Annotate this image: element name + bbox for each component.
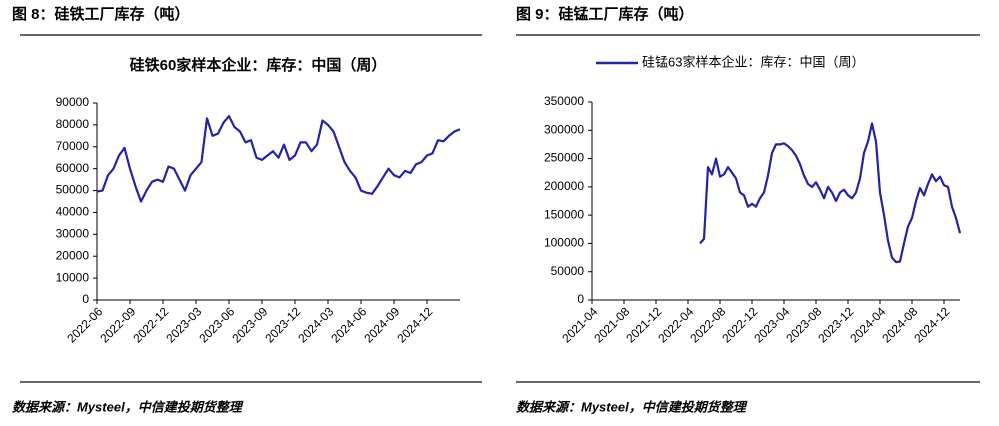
y-tick-label: 80000 bbox=[56, 117, 90, 131]
x-tick-label: 2022-12 bbox=[130, 304, 171, 345]
y-tick-label: 100000 bbox=[544, 236, 584, 250]
y-tick-label: 200000 bbox=[544, 179, 584, 193]
x-tick-label: 2024-06 bbox=[328, 304, 369, 345]
figure-caption: 图 9：硅锰工厂库存（吨） bbox=[516, 5, 694, 23]
x-tick-label: 2023-12 bbox=[262, 304, 303, 345]
y-tick-label: 50000 bbox=[551, 264, 585, 278]
y-tick-label: 40000 bbox=[56, 205, 90, 219]
y-tick-label: 250000 bbox=[544, 151, 584, 165]
source-note: 数据来源：Mysteel，中信建投期货整理 bbox=[516, 399, 748, 414]
x-tick-label: 2023-06 bbox=[196, 304, 237, 345]
x-tick-label: 2024-12 bbox=[394, 304, 435, 345]
y-tick-label: 0 bbox=[577, 292, 584, 306]
y-tick-label: 10000 bbox=[56, 270, 90, 284]
source-note: 数据来源：Mysteel，中信建投期货整理 bbox=[12, 399, 244, 414]
y-tick-label: 150000 bbox=[544, 207, 584, 221]
data-line bbox=[96, 115, 461, 203]
x-tick-label: 2024-03 bbox=[295, 304, 336, 345]
y-tick-label: 30000 bbox=[56, 227, 90, 241]
y-tick-label: 90000 bbox=[56, 95, 90, 109]
x-tick-label: 2024-12 bbox=[911, 304, 952, 345]
x-tick-label: 2023-09 bbox=[229, 304, 270, 345]
data-line bbox=[699, 122, 962, 264]
y-tick-label: 70000 bbox=[56, 139, 90, 153]
figure-caption: 图 8：硅铁工厂库存（吨） bbox=[12, 5, 190, 23]
y-tick-label: 0 bbox=[82, 292, 89, 306]
x-tick-label: 2024-09 bbox=[361, 304, 402, 345]
y-tick-label: 350000 bbox=[544, 94, 584, 108]
y-tick-label: 300000 bbox=[544, 122, 584, 136]
y-tick-label: 20000 bbox=[56, 248, 90, 262]
legend-label: 硅锰63家样本企业：库存：中国（周） bbox=[642, 54, 864, 69]
x-tick-label: 2022-06 bbox=[64, 304, 105, 345]
chart-title: 硅铁60家样本企业：库存：中国（周） bbox=[130, 56, 387, 74]
x-tick-label: 2023-03 bbox=[163, 304, 204, 345]
y-tick-label: 60000 bbox=[56, 161, 90, 175]
y-tick-label: 50000 bbox=[56, 183, 90, 197]
x-tick-label: 2022-09 bbox=[97, 304, 138, 345]
